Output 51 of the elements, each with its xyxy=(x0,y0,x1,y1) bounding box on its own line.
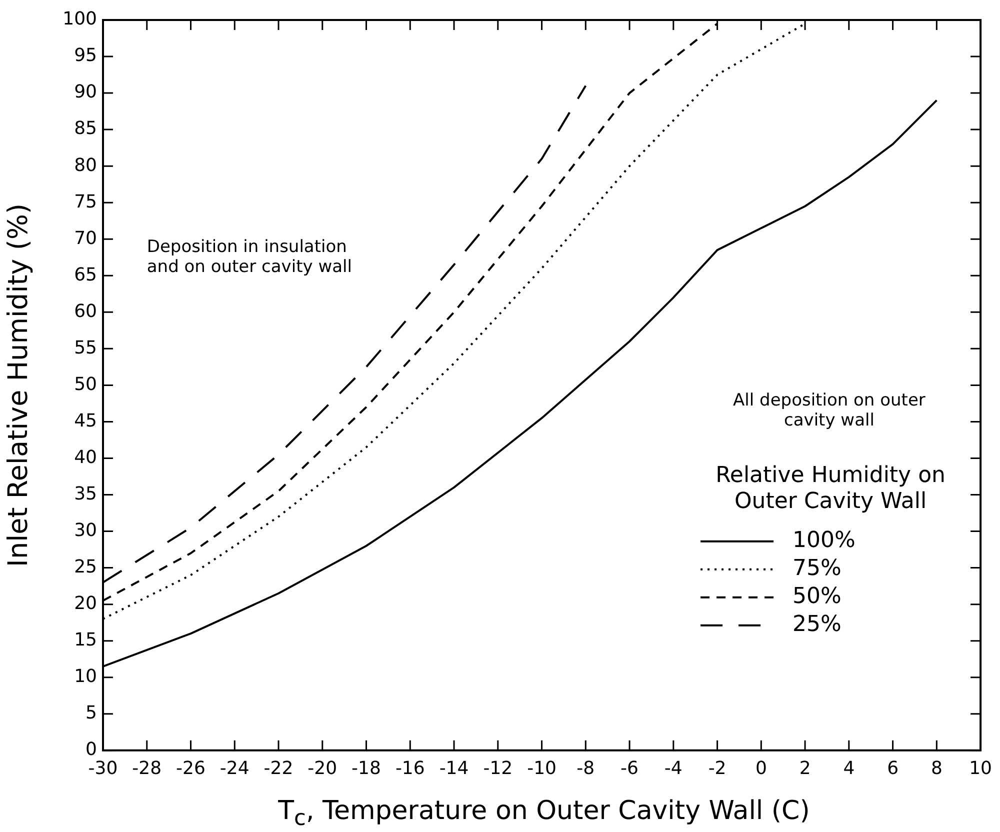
y-tick-label: 70 xyxy=(74,228,97,249)
y-tick-label: 20 xyxy=(74,592,97,614)
x-tick-label: -18 xyxy=(352,758,381,779)
x-axis-title: T$_{c}$, Temperature on Outer Cavity Wall (C) xyxy=(277,796,811,832)
x-tick-label: 10 xyxy=(969,758,992,779)
y-tick-label: 10 xyxy=(74,666,97,688)
y-tick-label: 65 xyxy=(74,264,97,286)
x-tick-label: 2 xyxy=(799,758,811,779)
y-tick-label: 85 xyxy=(74,118,97,140)
y-tick-label: 5 xyxy=(86,702,97,724)
legend-title: Relative Humidity on Outer Cavity Wall xyxy=(716,463,946,514)
y-tick-label: 25 xyxy=(74,556,97,578)
x-tick-label: -14 xyxy=(439,758,469,779)
legend-label: 75% xyxy=(792,556,842,582)
y-tick-label: 80 xyxy=(74,154,97,176)
y-tick-label: 95 xyxy=(74,45,97,66)
x-tick-label: -22 xyxy=(264,758,294,779)
x-tick-label: -20 xyxy=(308,758,338,779)
x-tick-label: 0 xyxy=(755,758,767,779)
x-tick-label: -8 xyxy=(576,758,595,779)
y-axis-title: Inlet Relative Humidity (%) xyxy=(3,203,34,567)
y-tick-label: 75 xyxy=(74,191,97,212)
y-tick-label: 45 xyxy=(74,410,97,432)
annotation: Deposition in insulation and on outer cavity wall xyxy=(146,237,352,278)
x-tick-label: -16 xyxy=(395,758,425,779)
x-tick-label: -10 xyxy=(527,758,556,779)
y-tick-label: 35 xyxy=(74,483,97,504)
x-tick-label: -2 xyxy=(708,758,726,779)
y-tick-label: 15 xyxy=(74,630,97,651)
y-tick-label: 100 xyxy=(62,8,97,30)
x-tick-label: -24 xyxy=(220,758,250,779)
y-tick-label: 50 xyxy=(74,374,97,395)
legend-label: 100% xyxy=(792,528,856,554)
x-tick-label: 4 xyxy=(843,758,855,779)
annotation: All deposition on outer cavity wall xyxy=(733,390,926,430)
y-tick-label: 0 xyxy=(86,739,97,760)
x-tick-label: 8 xyxy=(930,758,942,779)
x-tick-label: -12 xyxy=(483,758,513,779)
legend-label: 50% xyxy=(792,584,842,610)
y-tick-label: 40 xyxy=(74,446,97,468)
x-tick-label: 6 xyxy=(887,758,899,779)
legend-label: 25% xyxy=(792,612,842,638)
y-tick-label: 90 xyxy=(74,82,97,103)
x-tick-label: -4 xyxy=(664,758,682,779)
y-tick-label: 30 xyxy=(74,520,97,541)
x-tick-label: -28 xyxy=(132,758,162,779)
y-tick-label: 60 xyxy=(74,300,97,322)
y-tick-label: 55 xyxy=(74,337,97,358)
x-tick-label: -30 xyxy=(88,758,118,779)
x-tick-label: -26 xyxy=(176,758,206,779)
x-tick-label: -6 xyxy=(620,758,639,779)
